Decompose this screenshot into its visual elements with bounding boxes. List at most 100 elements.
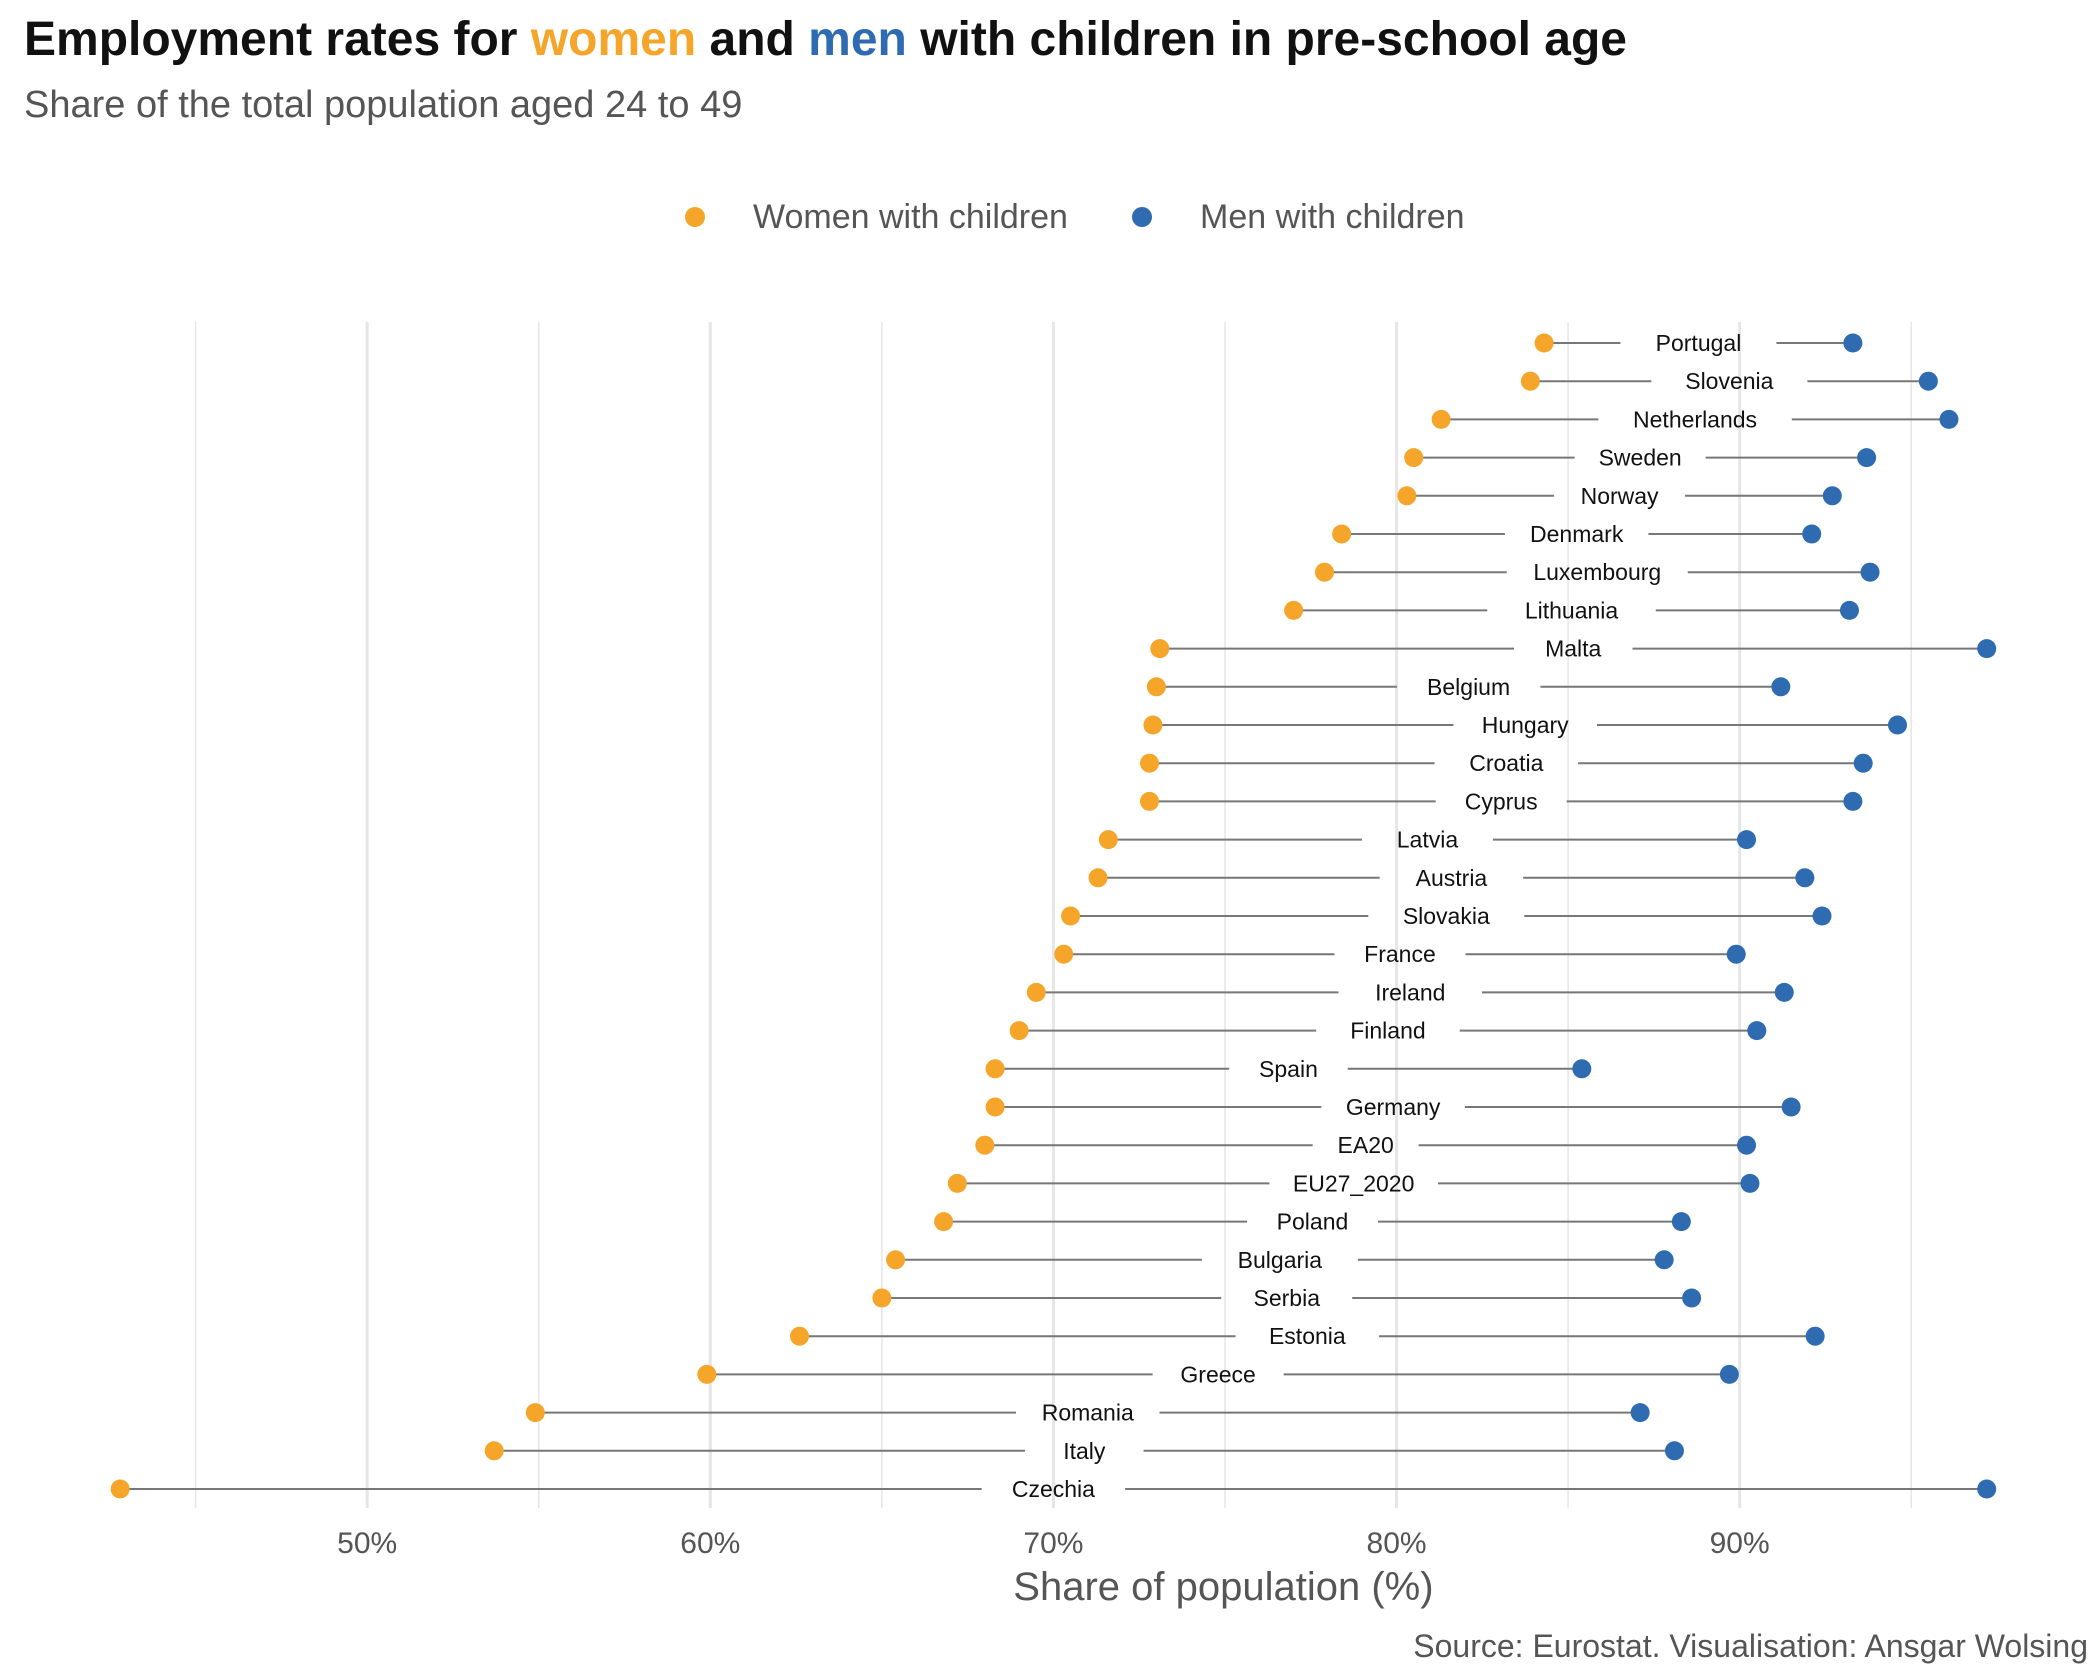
men-point: [1771, 677, 1791, 697]
women-point: [934, 1212, 954, 1232]
country-label: Sweden: [1599, 445, 1682, 471]
women-point: [1088, 868, 1108, 888]
x-tick-label: 90%: [1710, 1527, 1770, 1560]
country-label: Netherlands: [1633, 406, 1757, 432]
title-part-1: Employment rates for: [24, 13, 531, 66]
men-point: [1664, 1441, 1684, 1461]
men-point: [1839, 600, 1859, 620]
title-part-3: with children in pre-school age: [906, 13, 1627, 66]
country-label: Serbia: [1254, 1285, 1321, 1311]
men-point: [1977, 1479, 1997, 1499]
country-label: Slovakia: [1403, 903, 1490, 929]
women-point: [790, 1326, 810, 1346]
men-point: [1740, 1173, 1760, 1193]
legend-marker-women: [685, 207, 705, 227]
men-point: [1630, 1403, 1650, 1423]
men-point: [1654, 1250, 1674, 1270]
title-part-2: and: [696, 13, 809, 66]
women-point: [1314, 562, 1334, 582]
women-point: [1284, 600, 1304, 620]
title-women-word: women: [530, 13, 697, 66]
chart-subtitle: Share of the total population aged 24 to…: [24, 84, 743, 126]
women-point: [872, 1288, 892, 1308]
women-point: [525, 1403, 545, 1423]
country-label: Romania: [1042, 1400, 1134, 1426]
women-point: [1431, 409, 1451, 429]
country-label: Latvia: [1397, 827, 1459, 853]
country-label: EU27_2020: [1293, 1170, 1415, 1196]
x-axis-label: Share of population (%): [1013, 1565, 1433, 1609]
women-point: [886, 1250, 906, 1270]
men-point: [1737, 830, 1757, 850]
legend-item-men: Men with children: [1132, 192, 1465, 242]
women-point: [1150, 639, 1170, 659]
country-label: EA20: [1338, 1132, 1394, 1158]
women-point: [1146, 677, 1166, 697]
country-label: Greece: [1180, 1361, 1255, 1387]
country-label: Portugal: [1656, 330, 1742, 356]
country-label: Germany: [1346, 1094, 1441, 1120]
legend-label-men: Men with children: [1200, 197, 1465, 236]
women-point: [1332, 524, 1352, 544]
women-point: [1139, 753, 1159, 773]
country-label: Austria: [1416, 865, 1488, 891]
men-point: [1887, 715, 1907, 735]
country-label: France: [1364, 941, 1436, 967]
source-caption: Source: Eurostat. Visualisation: Ansgar …: [1413, 1628, 2088, 1664]
women-point: [1098, 830, 1118, 850]
men-point: [1802, 524, 1822, 544]
men-point: [1726, 944, 1746, 964]
women-point: [985, 1059, 1005, 1079]
country-label: Malta: [1545, 636, 1601, 662]
x-tick-label: 70%: [1023, 1527, 1083, 1560]
men-point: [1843, 333, 1863, 353]
women-point: [1009, 1021, 1029, 1041]
women-point: [1534, 333, 1554, 353]
men-point: [1860, 562, 1880, 582]
women-point: [975, 1135, 995, 1155]
women-point: [1397, 486, 1417, 506]
men-point: [1774, 982, 1794, 1002]
country-label: Poland: [1277, 1209, 1349, 1235]
country-label: Belgium: [1427, 674, 1510, 700]
country-label: Czechia: [1012, 1476, 1095, 1502]
women-point: [985, 1097, 1005, 1117]
women-point: [697, 1364, 717, 1384]
men-point: [1795, 868, 1815, 888]
country-label: Denmark: [1530, 521, 1624, 547]
country-label: Croatia: [1469, 750, 1543, 776]
women-point: [1139, 791, 1159, 811]
country-label: Hungary: [1482, 712, 1569, 738]
women-point: [1520, 371, 1540, 391]
women-point: [1143, 715, 1163, 735]
women-point: [1061, 906, 1081, 926]
men-point: [1853, 753, 1873, 773]
country-label: Ireland: [1375, 979, 1445, 1005]
men-point: [1737, 1135, 1757, 1155]
men-point: [1843, 791, 1863, 811]
men-point: [1719, 1364, 1739, 1384]
men-point: [1572, 1059, 1592, 1079]
women-point: [1054, 944, 1074, 964]
title-men-word: men: [808, 13, 907, 66]
men-point: [1822, 486, 1842, 506]
chart-title: Employment rates for women and men with …: [24, 12, 1627, 67]
country-label: Norway: [1581, 483, 1659, 509]
women-point: [1404, 448, 1424, 468]
men-point: [1805, 1326, 1825, 1346]
country-label: Slovenia: [1685, 368, 1773, 394]
women-point: [947, 1173, 967, 1193]
men-point: [1781, 1097, 1801, 1117]
men-point: [1812, 906, 1832, 926]
country-label: Finland: [1350, 1018, 1425, 1044]
legend: Women with children Men with children: [0, 192, 2100, 242]
women-point: [484, 1441, 504, 1461]
legend-label-women: Women with children: [753, 197, 1068, 236]
women-point: [1026, 982, 1046, 1002]
men-point: [1682, 1288, 1702, 1308]
legend-item-women: Women with children: [685, 192, 1068, 242]
men-point: [1977, 639, 1997, 659]
country-label: Luxembourg: [1533, 559, 1661, 585]
x-tick-label: 60%: [680, 1527, 740, 1560]
